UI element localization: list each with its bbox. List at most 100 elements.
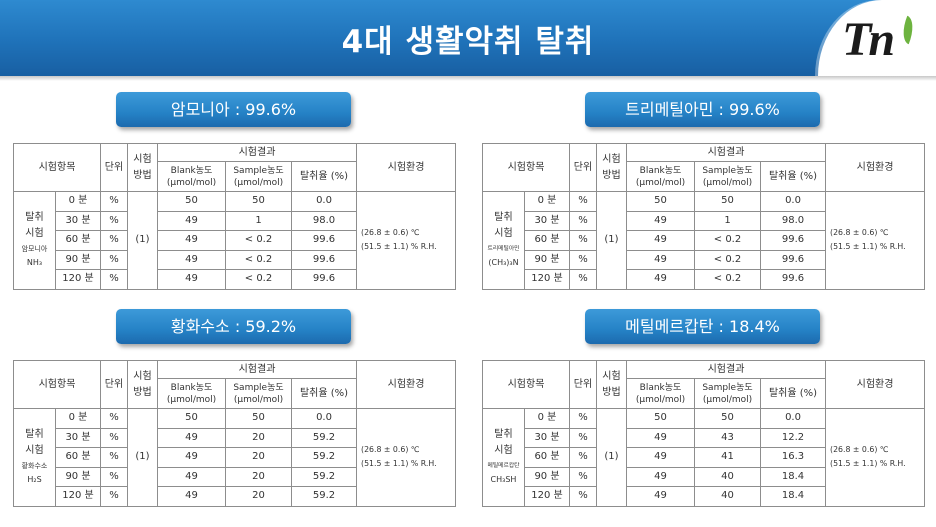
result-table: 시험항목 단위 시험 방법 시험결과 시험환경 Blank농도 (μmol/mo… (482, 360, 926, 507)
test-label-line1: 탈취 (25, 429, 44, 441)
elapsed-time: 120 분 (524, 486, 570, 507)
sample-concentration: < 0.2 (694, 249, 761, 270)
header-row: 시험항목 단위 시험 방법 시험결과 시험환경 (13, 360, 457, 409)
table-row: 탈취 시험 트리메틸아민 (CH₃)₃N 0 분 % (1) 50 50 0.0… (482, 191, 926, 290)
test-label-line1: 탈취 (494, 212, 513, 224)
unit-value: % (569, 408, 597, 429)
unit-value: % (100, 466, 128, 487)
header-row: Blank농도 (μmol/mol) Sample농도 (μmol/mol) 탈… (14, 161, 456, 192)
blank-concentration: 49 (626, 486, 695, 507)
header-results: 시험결과 (156, 360, 358, 379)
chemical-formula: H₂S (27, 475, 42, 485)
header-blank-line1: Blank농도 (170, 165, 213, 176)
method-value: (1) (596, 191, 627, 290)
elapsed-time: 120 분 (55, 269, 101, 290)
table-row: 90 분 % 49 40 18.4 (483, 466, 925, 487)
sample-concentration: < 0.2 (225, 230, 292, 251)
table-row: 90 분 % 49 < 0.2 99.6 (483, 249, 925, 270)
test-label-line1: 탈취 (25, 212, 44, 224)
unit-value: % (569, 191, 597, 212)
header-method-line2: 방법 (133, 386, 152, 398)
elapsed-time: 30 분 (55, 210, 101, 231)
test-label-line2: 시험 (494, 445, 513, 457)
environment-humidity: (51.5 ± 1.1) % R.H. (830, 459, 906, 469)
method-value: (1) (127, 408, 158, 507)
unit-value: % (100, 191, 128, 212)
test-environment: (26.8 ± 0.6) ℃ (51.5 ± 1.1) % R.H. (356, 408, 457, 507)
environment-humidity: (51.5 ± 1.1) % R.H. (830, 242, 906, 252)
header-unit: 단위 (100, 143, 128, 192)
environment-temperature: (26.8 ± 0.6) ℃ (830, 228, 889, 238)
header-unit: 단위 (100, 360, 128, 409)
table-header: 시험항목 단위 시험 방법 시험결과 시험환경 Blank농도 (μmol/mo… (13, 360, 457, 409)
sample-concentration: 50 (694, 408, 761, 429)
elapsed-time: 60 분 (524, 230, 570, 251)
header-sample-line2: (μmol/mol) (702, 177, 753, 188)
test-label-line2: 시험 (494, 228, 513, 240)
test-environment: (26.8 ± 0.6) ℃ (51.5 ± 1.1) % R.H. (356, 191, 457, 290)
deodorization-rate: 99.6 (290, 249, 358, 270)
header-method-line1: 시험 (133, 370, 152, 382)
elapsed-time: 30 분 (524, 210, 570, 231)
deodorization-rate: 12.2 (759, 427, 827, 448)
header-test-item: 시험항목 (482, 360, 570, 409)
deodorization-rate: 99.6 (290, 269, 358, 290)
blank-concentration: 49 (157, 447, 226, 468)
blank-concentration: 49 (626, 210, 695, 231)
blank-concentration: 49 (626, 427, 695, 448)
table-row: 90 분 % 49 20 59.2 (14, 466, 456, 487)
result-table: 시험항목 단위 시험 방법 시험결과 시험환경 Blank농도 (μmol/mo… (13, 143, 457, 290)
table-row: 120 분 % 49 < 0.2 99.6 (483, 269, 925, 290)
unit-value: % (569, 466, 597, 487)
sample-concentration: 50 (225, 191, 292, 212)
environment-temperature: (26.8 ± 0.6) ℃ (361, 445, 420, 455)
header-rate: 탈취율 (%) (290, 161, 358, 192)
header-environment: 시험환경 (356, 143, 457, 192)
header-method: 시험 방법 (127, 360, 158, 409)
deodorization-rate: 0.0 (759, 191, 827, 212)
unit-value: % (569, 447, 597, 468)
blank-concentration: 49 (626, 249, 695, 270)
environment-humidity: (51.5 ± 1.1) % R.H. (361, 242, 437, 252)
header-method: 시험 방법 (127, 143, 158, 192)
test-environment: (26.8 ± 0.6) ℃ (51.5 ± 1.1) % R.H. (825, 408, 926, 507)
test-item-cell: 탈취 시험 트리메틸아민 (CH₃)₃N (482, 191, 525, 290)
title-banner (0, 0, 936, 76)
test-label-line2: 시험 (25, 445, 44, 457)
header-results: 시험결과 (625, 360, 827, 379)
unit-value: % (569, 210, 597, 231)
header-row: Blank농도 (μmol/mol) Sample농도 (μmol/mol) 탈… (483, 378, 925, 409)
header-sample-line1: Sample농도 (233, 382, 284, 393)
sample-concentration: 41 (694, 447, 761, 468)
header-method: 시험 방법 (596, 360, 627, 409)
result-pill: 암모니아 : 99.6% (116, 92, 351, 127)
deodorization-rate: 18.4 (759, 466, 827, 487)
unit-value: % (100, 427, 128, 448)
result-table: 시험항목 단위 시험 방법 시험결과 시험환경 Blank농도 (μmol/mo… (482, 143, 926, 290)
header-blank: Blank농도 (μmol/mol) (157, 161, 226, 192)
elapsed-time: 30 분 (524, 427, 570, 448)
sample-concentration: 20 (225, 486, 292, 507)
deodorization-rate: 0.0 (759, 408, 827, 429)
gas-name: 황화수소 (21, 462, 48, 471)
unit-value: % (100, 486, 128, 507)
sample-concentration: 50 (694, 191, 761, 212)
header-method-line1: 시험 (602, 153, 621, 165)
table-body: 탈취 시험 트리메틸아민 (CH₃)₃N 0 분 % (1) 50 50 0.0… (482, 191, 926, 290)
header-method-line2: 방법 (133, 169, 152, 181)
deodorization-rate: 99.6 (759, 230, 827, 251)
blank-concentration: 49 (157, 269, 226, 290)
sample-concentration: 1 (694, 210, 761, 231)
table-body: 탈취 시험 황화수소 H₂S 0 분 % (1) 50 50 0.0 (26.8… (13, 408, 457, 507)
unit-value: % (569, 486, 597, 507)
header-row: Blank농도 (μmol/mol) Sample농도 (μmol/mol) 탈… (483, 161, 925, 192)
blank-concentration: 49 (626, 230, 695, 251)
elapsed-time: 0 분 (55, 191, 101, 212)
result-pill: 황화수소 : 59.2% (116, 309, 351, 344)
blank-concentration: 49 (157, 230, 226, 251)
result-pill: 트리메틸아민 : 99.6% (585, 92, 820, 127)
header-row: 시험항목 단위 시험 방법 시험결과 시험환경 (482, 360, 926, 409)
elapsed-time: 0 분 (524, 191, 570, 212)
unit-value: % (100, 269, 128, 290)
unit-value: % (569, 230, 597, 251)
